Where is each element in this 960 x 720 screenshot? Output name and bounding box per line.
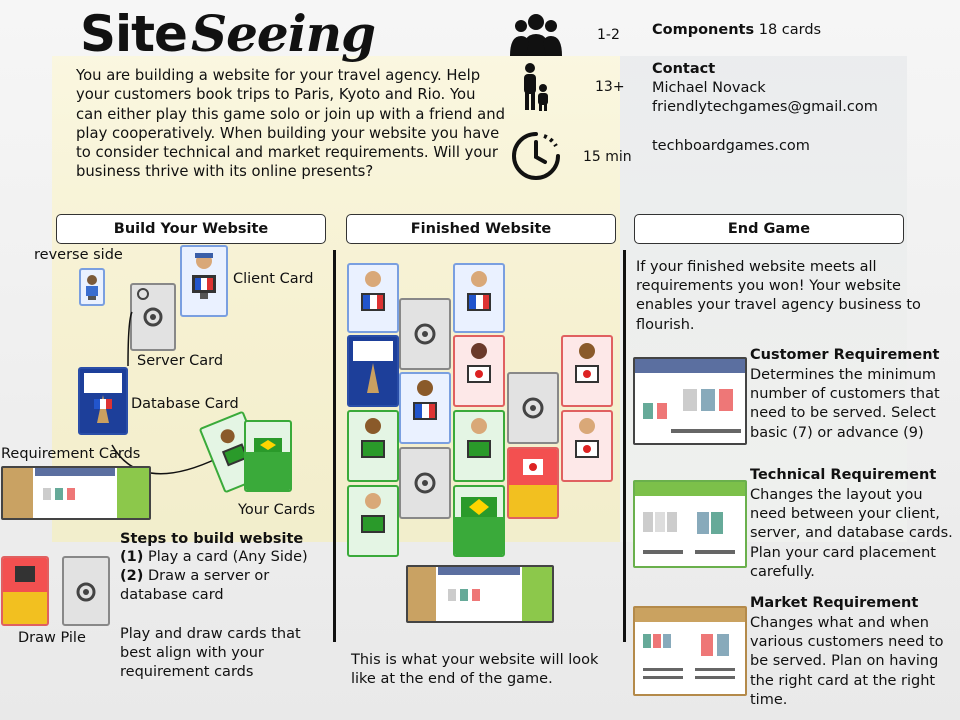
draw-pile-card-1 bbox=[1, 556, 49, 626]
card-reverse-side bbox=[79, 268, 105, 306]
step-2-number: (2) bbox=[120, 568, 144, 584]
website-url: techboardgames.com bbox=[652, 138, 810, 154]
technical-requirement-card bbox=[633, 480, 747, 568]
people-group-icon bbox=[510, 12, 562, 58]
divider-left bbox=[333, 250, 336, 642]
market-requirement-title: Market Requirement bbox=[750, 595, 919, 611]
technical-requirement-title: Technical Requirement bbox=[750, 467, 937, 483]
grid-card-database-3 bbox=[507, 447, 559, 519]
contact-name: Michael Novack bbox=[652, 80, 766, 96]
grid-card-database-1 bbox=[347, 335, 399, 407]
contact-email: friendlytechgames@gmail.com bbox=[652, 99, 878, 115]
contact-label: Contact bbox=[652, 61, 716, 77]
label-draw-pile: Draw Pile bbox=[18, 630, 86, 646]
customer-requirement-card bbox=[633, 357, 747, 445]
grid-card-client-9 bbox=[561, 410, 613, 482]
step-2: (2) Draw a server or database card bbox=[120, 567, 320, 605]
title-seeing: Seeing bbox=[190, 4, 376, 63]
step-1: (1) Play a card (Any Side) bbox=[120, 548, 308, 567]
grid-card-client-4 bbox=[399, 372, 451, 444]
grid-card-client-6 bbox=[453, 335, 505, 407]
grid-card-database-2 bbox=[453, 485, 505, 557]
grid-card-client-3 bbox=[347, 485, 399, 557]
grid-card-server-2 bbox=[399, 447, 451, 519]
section-build-your-website: Build Your Website bbox=[56, 214, 326, 244]
finished-caption: This is what your website will look like… bbox=[351, 652, 599, 688]
customer-requirement-title: Customer Requirement bbox=[750, 347, 940, 363]
grid-card-client-5 bbox=[453, 263, 505, 333]
grid-card-server-3 bbox=[507, 372, 559, 444]
divider-right bbox=[623, 250, 626, 642]
grid-card-client-8 bbox=[561, 335, 613, 407]
draw-pile-card-2 bbox=[62, 556, 110, 626]
components-value: 18 cards bbox=[758, 22, 822, 38]
step-2-text: Draw a server or database card bbox=[120, 568, 270, 603]
label-server-card: Server Card bbox=[137, 353, 224, 369]
steps-title-text: Steps to build website bbox=[120, 531, 304, 547]
components-info: Components 18 cards bbox=[652, 21, 821, 40]
clock-icon bbox=[510, 130, 562, 182]
section-end-game: End Game bbox=[634, 214, 904, 244]
grid-card-client-1 bbox=[347, 263, 399, 333]
customer-card-header bbox=[635, 359, 745, 373]
build-advice: Play and draw cards that best align with… bbox=[120, 626, 301, 680]
step-1-number: (1) bbox=[120, 549, 144, 565]
market-requirement-desc: Changes what and when various customers … bbox=[750, 615, 944, 708]
game-title: Site Seeing bbox=[80, 4, 376, 66]
your-card-1 bbox=[198, 410, 270, 494]
grid-card-client-7 bbox=[453, 410, 505, 482]
step-1-text: Play a card (Any Side) bbox=[143, 549, 308, 565]
grid-card-server-1 bbox=[399, 298, 451, 370]
adult-child-icon bbox=[520, 62, 550, 112]
mini-requirement-cards bbox=[1, 466, 151, 520]
title-site: Site bbox=[80, 5, 188, 63]
technical-card-header bbox=[635, 482, 745, 496]
card-client bbox=[180, 245, 228, 317]
label-database-card: Database Card bbox=[131, 396, 239, 412]
customer-requirement-desc: Determines the minimum number of custome… bbox=[750, 367, 940, 441]
grid-card-client-2 bbox=[347, 410, 399, 482]
age-rating: 13+ bbox=[595, 79, 625, 95]
background-cityscape bbox=[620, 56, 907, 542]
label-client-card: Client Card bbox=[233, 271, 314, 287]
finished-requirement-cards bbox=[406, 565, 554, 623]
label-reverse-side: reverse side bbox=[34, 247, 123, 263]
steps-title: Steps to build website bbox=[120, 530, 303, 549]
contact-info: Contact Michael Novack friendlytechgames… bbox=[652, 60, 878, 117]
label-your-cards: Your Cards bbox=[238, 502, 316, 518]
your-card-2 bbox=[244, 420, 292, 492]
market-requirement-card bbox=[633, 606, 747, 696]
intro-text: You are building a website for your trav… bbox=[76, 67, 505, 181]
label-requirement-cards: Requirement Cards bbox=[1, 446, 141, 462]
play-time: 15 min bbox=[583, 149, 632, 165]
market-card-header bbox=[635, 608, 745, 622]
section-finished-website: Finished Website bbox=[346, 214, 616, 244]
components-label: Components bbox=[652, 22, 755, 38]
card-database bbox=[78, 367, 128, 435]
end-game-intro: If your finished website meets all requi… bbox=[636, 259, 921, 333]
technical-requirement-desc: Changes the layout you need between your… bbox=[750, 487, 953, 580]
players-count: 1-2 bbox=[597, 27, 620, 43]
